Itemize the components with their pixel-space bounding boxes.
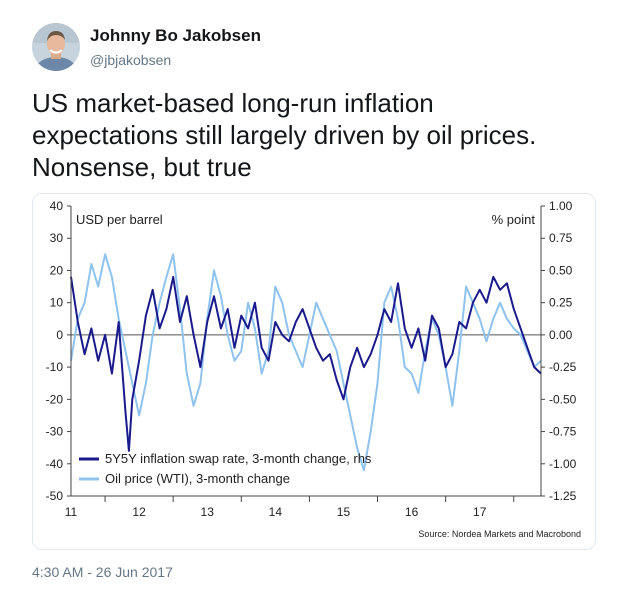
x-tick-label: 16: [405, 505, 419, 519]
right-tick-label: 1.00: [549, 199, 573, 213]
chart-source-note: Source: Nordea Markets and Macrobond: [418, 529, 581, 539]
left-tick-label: 20: [50, 263, 64, 277]
right-tick-label: -1.00: [549, 457, 577, 471]
x-tick-label: 17: [473, 505, 487, 519]
left-tick-label: 40: [50, 199, 64, 213]
left-tick-label: -10: [46, 360, 64, 374]
left-tick-label: -50: [46, 489, 64, 503]
x-tick-label: 15: [337, 505, 351, 519]
left-axis-label: USD per barrel: [76, 212, 163, 227]
right-tick-label: 0.50: [549, 263, 573, 277]
x-tick-label: 13: [201, 505, 215, 519]
right-tick-label: 0.75: [549, 231, 573, 245]
right-tick-label: -0.75: [549, 425, 577, 439]
user-avatar-photo-icon: [32, 23, 80, 71]
x-tick-label: 11: [65, 505, 78, 519]
tweet-text: US market-based long-run inflation expec…: [32, 88, 537, 182]
right-tick-label: -0.25: [549, 360, 577, 374]
right-tick-label: 0.25: [549, 296, 573, 310]
legend-label-oil-price: Oil price (WTI), 3-month change: [105, 471, 290, 486]
chart-legend: 5Y5Y inflation swap rate, 3-month change…: [79, 451, 372, 486]
legend-label-swap-rate: 5Y5Y inflation swap rate, 3-month change…: [105, 451, 372, 466]
author-handle[interactable]: @jbjakobsen: [90, 52, 172, 68]
chart: 40 30 20 10 0 -10 -20 -30 -40 -50 1.00 0.75 0.50 0.25…: [46, 199, 581, 539]
avatar[interactable]: [32, 23, 80, 71]
tweet-media-chart[interactable]: 40 30 20 10 0 -10 -20 -30 -40 -50 1.00 0.75 0.50 0.25…: [32, 193, 596, 550]
right-tick-label: -0.50: [549, 392, 577, 406]
right-tick-label: -1.25: [549, 489, 577, 503]
x-tick-label: 14: [269, 505, 283, 519]
left-tick-label: 10: [50, 296, 64, 310]
right-axis-label: % point: [492, 212, 536, 227]
left-tick-label: 0: [56, 328, 63, 342]
chart-lines: [70, 253, 542, 472]
x-tick-label: 12: [132, 505, 146, 519]
left-tick-label: -40: [46, 457, 64, 471]
chart-labels: 40 30 20 10 0 -10 -20 -30 -40 -50 1.00 0.75 0.50 0.25…: [46, 199, 581, 539]
right-tick-label: 0.00: [549, 328, 573, 342]
series-line-oil-price: [70, 253, 542, 472]
left-tick-label: -20: [46, 392, 64, 406]
chart-axes: [67, 205, 545, 502]
left-tick-label: 30: [50, 231, 64, 245]
series-line-swap-rate: [70, 275, 542, 452]
author-name[interactable]: Johnny Bo Jakobsen: [90, 26, 261, 45]
left-tick-label: -30: [46, 425, 64, 439]
tweet-timestamp[interactable]: 4:30 AM - 26 Jun 2017: [32, 564, 173, 580]
